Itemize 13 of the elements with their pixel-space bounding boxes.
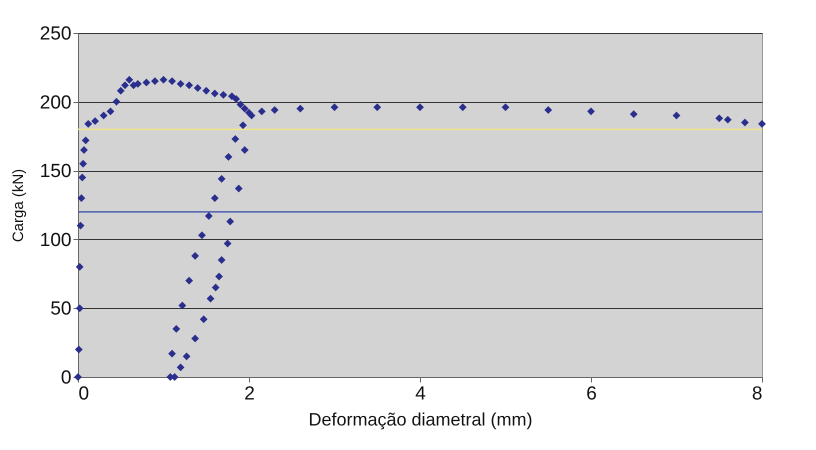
y-tick-label: 50 (50, 298, 72, 320)
y-axis-title: Carga (kN) (10, 168, 27, 242)
y-tick-label: 100 (40, 230, 72, 251)
y-tick-label: 150 (40, 161, 72, 182)
y-tick-label: 250 (40, 24, 72, 44)
x-tick-label: 8 (752, 384, 762, 404)
x-tick-label: 6 (586, 384, 597, 404)
y-tick-label: 0 (60, 368, 72, 388)
x-tick-label: 4 (415, 384, 426, 404)
x-tick-label: 2 (244, 384, 255, 404)
x-tick-label: 0 (78, 384, 90, 404)
x-axis-title: Deformação diametral (mm) (308, 410, 533, 430)
y-tick-label: 200 (40, 92, 72, 114)
